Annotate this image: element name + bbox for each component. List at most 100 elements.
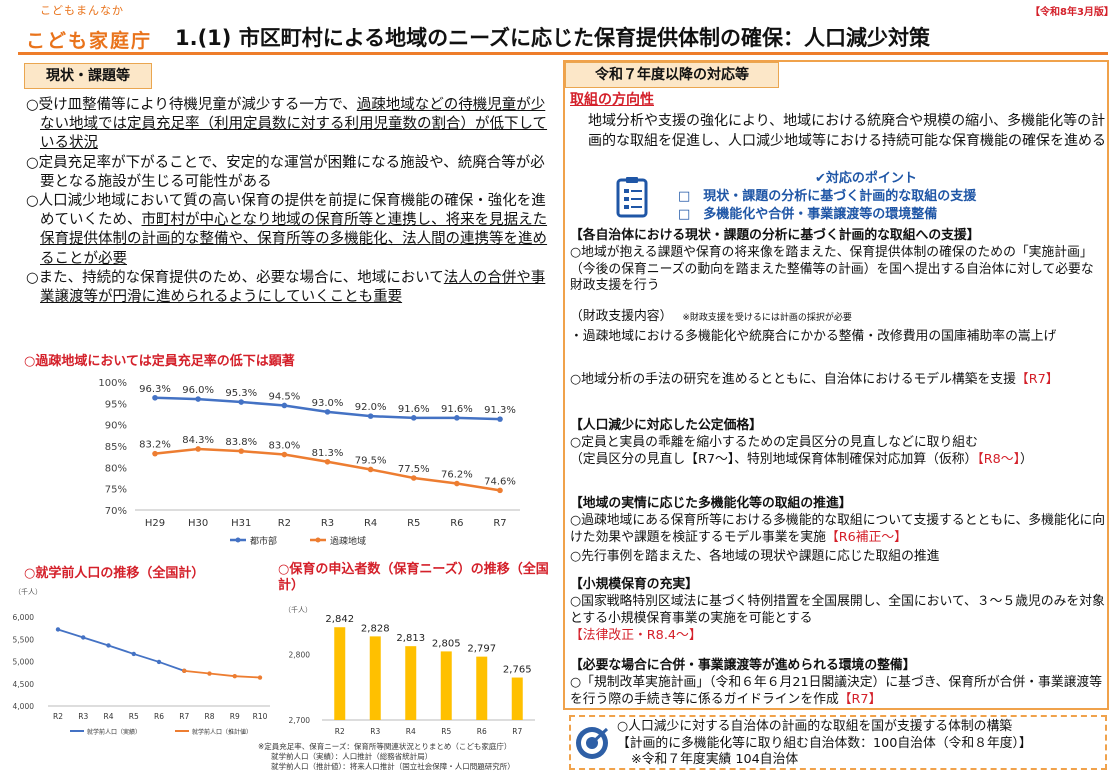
s3-title: 【地域の実情に応じた多機能化等の取組の推進】 (570, 496, 852, 511)
points-title: ✔対応のポイント (815, 171, 917, 186)
x-tick-label: R4 (406, 727, 416, 736)
s3-text: ○過疎地域にある保育所等における多機能的な取組について支援するとともに、多機能化… (570, 513, 1106, 546)
data-point (81, 635, 86, 640)
issue-text: ○定員充足率が下がることで、安定的な運営が困難になる施設や、統廃合等が必要となる… (26, 154, 545, 190)
series-line (184, 669, 261, 679)
s1-support-label: （財政支援内容） (570, 309, 673, 324)
chart2-title: ○就学前人口の推移（全国計） (24, 566, 205, 581)
data-label: 91.6% (441, 404, 473, 415)
occupancy-rate-chart: 100% 95% 90% 85% 80% 75% 70% H29 H30 H31 R2 R3 R4 R5 R… (98, 378, 520, 547)
x-tick-label: H30 (188, 518, 208, 529)
legend-label: 過疎地域 (330, 535, 366, 547)
kpi-text: ○人口減少に対する自治体の計画的な取組を国が支援する体制の構築 【計画的に多機能… (617, 719, 1102, 769)
issue-item: ○受け皿整備等により待機児童が減少する一方で、過疎地域などの待機児童が少ない地域… (26, 96, 552, 154)
footnote: 就学前人口（推計値）：将来人口推計（国立社会保障・人口問題研究所） (271, 762, 515, 771)
x-tick-label: R2 (278, 518, 291, 529)
preschool-population-chart: （千人） 6,000 5,500 5,000 4,500 4,000 R2 R3 R4 R5 R6 R… (13, 587, 270, 736)
s1-title: 【各自治体における現状・課題の分析に基づく計画的な取組への支援】 (570, 228, 980, 243)
data-label: 2,828 (361, 623, 390, 634)
data-label: 2,797 (467, 644, 496, 655)
x-tick-label: R10 (253, 712, 268, 721)
point-item: □ 現状・課題の分析に基づく計画的な取組の支援 (678, 189, 977, 204)
issue-emphasis: 過疎地域などの待機児童が少ない地域では定員充足率（利用定員数に対する利用児童数の… (40, 97, 548, 152)
legend-marker (235, 537, 241, 543)
data-label: 94.5% (268, 391, 300, 402)
data-point (232, 673, 237, 679)
legend-label: 就学前人口（推計値） (192, 728, 252, 736)
y-tick-label: 70% (105, 506, 127, 517)
unit-label: （千人） (14, 587, 42, 596)
s5-text: ○「規制改革実施計画」（令和６年６月21日閣議決定）に基づき、保育所が合併・事業… (570, 675, 1106, 708)
s2-title: 【人口減少に対応した公定価格】 (570, 418, 762, 433)
issue-text: ○人口減少地域において質の高い保育の提供を前提に保育機能の確保・強化を進めていく… (26, 193, 546, 229)
footnotes: ※定員充足率、保育ニーズ：保育所等関連状況とりまとめ（こども家庭庁） 就学前人口… (258, 742, 515, 772)
issue-emphasis: 市町村が中心となり地域の保育所等と連携し、将来を見据えた保育提供体制の計画的な整… (40, 212, 548, 267)
data-label: 92.0% (355, 402, 387, 413)
data-label: 74.6% (484, 476, 516, 487)
chart3-title: ○保育の申込者数（保育ニーズ）の推移（全国計） (278, 562, 549, 593)
footnote: ※定員充足率、保育ニーズ：保育所等関連状況とりまとめ（こども家庭庁） (258, 742, 512, 751)
bar (440, 651, 452, 720)
direction-text: 地域分析や支援の強化により、地域における統廃合や規模の縮小、多機能化等の計画的な… (588, 113, 1106, 149)
y-tick-label: 2,800 (289, 651, 311, 660)
data-point (131, 651, 136, 657)
kpi-line: ○人口減少に対する自治体の計画的な取組を国が支援する体制の構築 (617, 719, 1013, 734)
data-point (106, 643, 111, 648)
data-point (454, 480, 460, 487)
data-point (324, 458, 331, 465)
x-tick-label: R8 (205, 712, 215, 721)
s2-text2: （定員区分の見直し【R7〜】、特別地域保育体制確保対応加算（仮称）【R8〜】） (570, 452, 1106, 469)
issues-list: ○受け皿整備等により待機児童が減少する一方で、過疎地域などの待機児童が少ない地域… (26, 96, 552, 307)
x-tick-label: R4 (104, 712, 114, 721)
x-tick-label: R2 (335, 727, 345, 736)
data-point (497, 487, 503, 494)
target-icon (576, 727, 609, 759)
s5-tag: 【R7】 (838, 691, 882, 707)
issue-emphasis: 法人の合併や事業譲渡等が円滑に進められるようにしていくことも重要 (40, 269, 546, 306)
data-label: 2,842 (325, 614, 354, 625)
issue-item: ○定員充足率が下がることで、安定的な運営が困難になる施設や、統廃合等が必要となる… (26, 154, 552, 192)
kpi-box (569, 715, 1107, 770)
x-tick-label: R6 (154, 712, 164, 721)
x-tick-label: H31 (231, 518, 251, 529)
s3-text2: ○先行事例を踏まえた、各地域の現状や課題に応じた取組の推進 (570, 549, 940, 564)
data-point (454, 415, 460, 421)
footnote: 就学前人口（実績）：人口推計（総務省統計局） (271, 752, 433, 761)
x-tick-label: R6 (450, 518, 463, 529)
s3-tag: 【R6補正〜】 (825, 529, 907, 545)
s5-title: 【必要な場合に合併・事業譲渡等が進められる環境の整備】 (570, 658, 916, 673)
s1-research-tag: 【R7】 (1015, 372, 1059, 387)
s1-research: ○地域分析の手法の研究を進めるとともに、自治体におけるモデル構築を支援【R7】 (570, 372, 1106, 389)
s1-support: （財政支援内容） ※財政支援を受けるには計画の採択が必要 (570, 309, 1106, 327)
data-label: 84.3% (182, 435, 214, 446)
s4-text: ○国家戦略特別区域法に基づく特例措置を全国展開し、全国において、３〜５歳児のみを… (570, 594, 1105, 626)
y-tick-label: 85% (105, 442, 127, 453)
y-tick-label: 2,700 (289, 716, 311, 725)
data-label: 79.5% (355, 455, 387, 466)
data-label: 77.5% (398, 464, 430, 475)
y-tick-label: 6,000 (13, 613, 35, 622)
s5-text-body: ○「規制改革実施計画」（令和６年６月21日閣議決定）に基づき、保育所が合併・事業… (570, 675, 1103, 707)
s4-tag: 【法律改正・R8.4〜】 (570, 628, 702, 643)
x-tick-label: R5 (441, 727, 451, 736)
kpi-line: ※令和７年度実績 104自治体 (631, 752, 799, 767)
data-label: 93.0% (312, 398, 344, 409)
data-point (367, 466, 374, 473)
x-tick-label: R7 (493, 518, 506, 529)
data-point (238, 448, 245, 454)
s3-text-body: ○過疎地域にある保育所等における多機能的な取組について支援するとともに、多機能化… (570, 513, 1106, 545)
data-point (367, 413, 374, 419)
data-point (195, 396, 201, 402)
page-title: 1.(1) 市区町村による地域のニーズに応じた保育提供体制の確保：人口減少対策 (175, 26, 931, 50)
logo-tagline: こどもまんなか (40, 4, 124, 17)
s2-close: ） (1019, 452, 1033, 467)
x-tick-label: R3 (370, 727, 380, 736)
s1-support-note: ※財政支援を受けるには計画の採択が必要 (682, 313, 852, 323)
data-label: 91.6% (398, 404, 430, 415)
x-tick-label: R9 (230, 712, 240, 721)
series-line (57, 628, 185, 672)
data-label: 83.8% (225, 437, 257, 448)
data-label: 2,765 (503, 665, 532, 676)
issue-text: ○受け皿整備等により待機児童が減少する一方で、 (26, 97, 357, 113)
y-tick-label: 4,000 (13, 702, 35, 711)
